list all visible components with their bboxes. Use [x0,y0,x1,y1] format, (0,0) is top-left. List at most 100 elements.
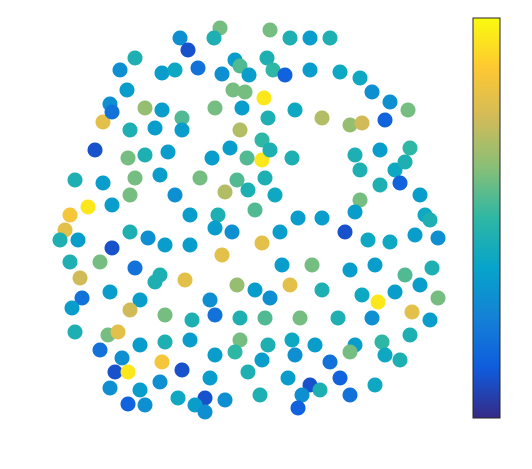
point [74,290,90,306]
point [107,364,123,380]
point [160,144,176,160]
point [400,102,416,118]
point [397,154,413,170]
point [225,82,241,98]
point [207,100,223,116]
point [287,102,303,118]
point [430,230,446,246]
point [347,204,363,220]
point [182,237,198,253]
point [214,66,230,82]
point [119,82,135,98]
point [122,122,138,138]
point [95,175,111,191]
point [239,150,255,166]
point [167,62,183,78]
point [262,22,278,38]
point [284,332,300,348]
point [154,354,170,370]
point [152,374,168,390]
point [342,117,358,133]
point [154,65,170,81]
point [272,224,288,240]
point [122,302,138,318]
point [240,364,256,380]
point [392,175,408,191]
point [332,370,348,386]
point [157,334,173,350]
point [314,110,330,126]
point [132,382,148,398]
point [377,347,393,363]
point [387,162,403,178]
point [302,30,318,46]
point [214,247,230,263]
point [102,284,118,300]
point [202,370,218,386]
point [104,104,120,120]
point [282,30,298,46]
point [87,142,103,158]
point [422,312,438,328]
point [392,352,408,368]
point [330,310,346,326]
point [284,150,300,166]
point [407,227,423,243]
point [182,207,198,223]
point [52,232,68,248]
point [374,334,390,350]
point [234,100,250,116]
point [402,140,418,156]
point [372,177,388,193]
point [354,287,370,303]
point [267,187,283,203]
point [237,84,253,100]
colorbar [472,17,501,419]
point [232,122,248,138]
point [167,187,183,203]
point [262,142,278,158]
point [241,67,257,83]
point [422,212,438,228]
point [62,207,78,223]
point [257,170,273,186]
point [207,347,223,363]
point [180,42,196,58]
point [137,147,153,163]
point [80,199,96,215]
point [280,370,296,386]
point [404,304,420,320]
point [314,210,330,226]
point [217,392,233,408]
point [102,380,118,396]
point [174,122,190,138]
point [184,312,200,328]
point [154,102,170,118]
point [182,332,198,348]
point [307,337,323,353]
point [207,220,223,236]
point [120,364,136,380]
point [222,140,238,156]
point [157,237,173,253]
point [354,115,370,131]
point [412,187,428,203]
point [402,327,418,343]
point [137,397,153,413]
point [190,60,206,76]
point [292,310,308,326]
point [260,110,276,126]
point [352,162,368,178]
point [229,172,245,188]
point [127,170,143,186]
point [360,232,376,248]
point [110,324,126,340]
point [232,332,248,348]
point [260,337,276,353]
point [147,120,163,136]
point [64,300,80,316]
point [254,152,270,168]
point [254,235,270,251]
point [342,387,358,403]
point [95,114,111,130]
